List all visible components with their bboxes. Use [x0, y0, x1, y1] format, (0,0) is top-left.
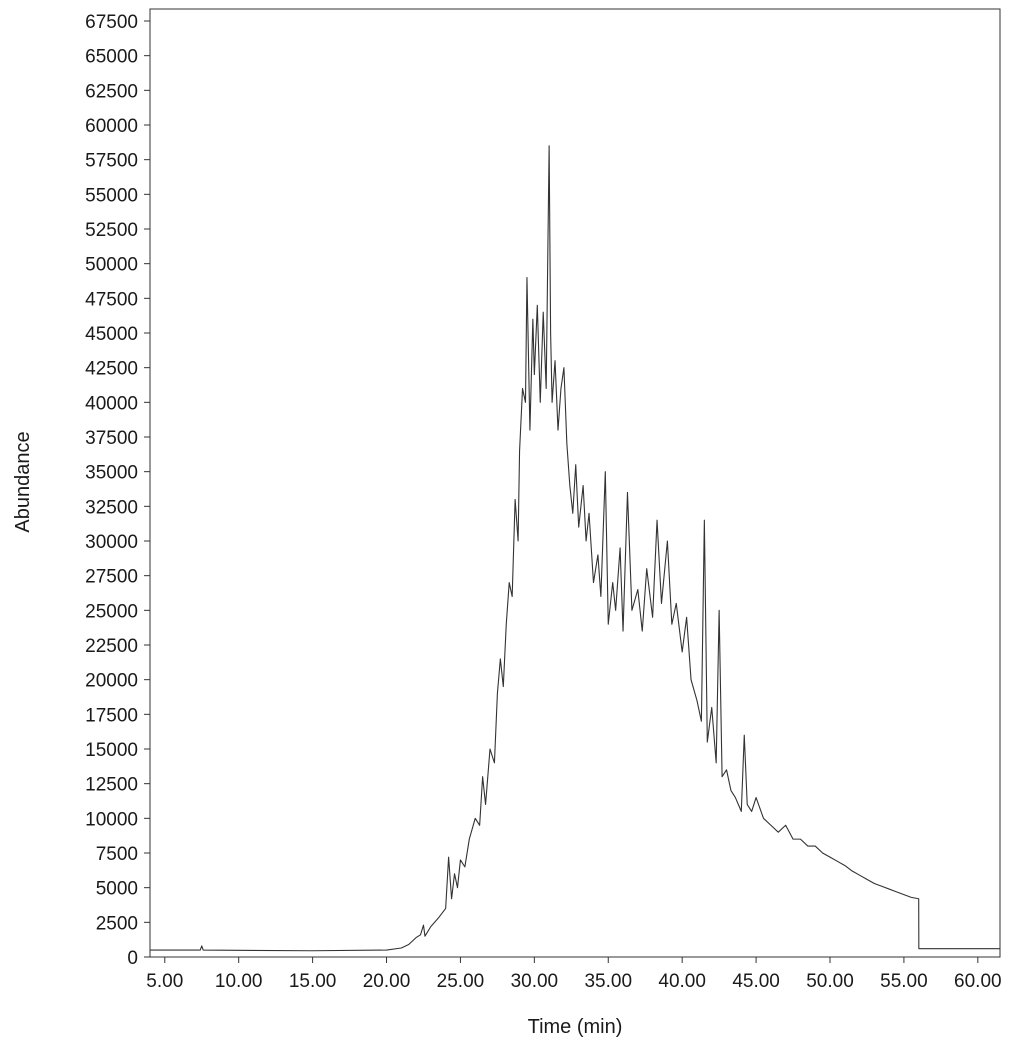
y-tick-label: 2500 [96, 913, 138, 934]
x-tick-label: 30.00 [511, 971, 559, 992]
y-tick-label: 42500 [85, 359, 138, 380]
x-tick-label: 60.00 [954, 971, 1002, 992]
y-tick-label: 0 [127, 948, 138, 969]
y-tick-label: 12500 [85, 775, 138, 796]
y-tick-label: 30000 [85, 532, 138, 553]
y-tick-label: 60000 [85, 116, 138, 137]
y-tick-label: 22500 [85, 636, 138, 657]
x-tick-label: 10.00 [215, 971, 263, 992]
y-tick-label: 7500 [96, 844, 138, 865]
y-tick-label: 45000 [85, 324, 138, 345]
y-tick-label: 52500 [85, 220, 138, 241]
y-tick-label: 37500 [85, 428, 138, 449]
y-tick-label: 17500 [85, 705, 138, 726]
y-tick-label: 10000 [85, 809, 138, 830]
x-axis: 5.00 10.00 15.00 20.00 25.00 30.00 35.00 40.00 4… [146, 957, 1002, 992]
y-tick-label: 47500 [85, 289, 138, 310]
y-tick-label: 57500 [85, 151, 138, 172]
x-tick-label: 35.00 [584, 971, 632, 992]
y-tick-label: 27500 [85, 567, 138, 588]
y-tick-label: 32500 [85, 497, 138, 518]
x-tick-label: 20.00 [363, 971, 411, 992]
x-tick-label: 40.00 [658, 971, 706, 992]
x-tick-label: 55.00 [880, 971, 928, 992]
y-tick-label: 40000 [85, 393, 138, 414]
x-axis-title: Time (min) [528, 1016, 623, 1038]
y-tick-label: 50000 [85, 255, 138, 276]
x-tick-label: 15.00 [289, 971, 337, 992]
y-tick-label: 65000 [85, 47, 138, 68]
y-tick-label: 62500 [85, 81, 138, 102]
y-tick-label: 67500 [85, 12, 138, 33]
x-tick-label: 50.00 [806, 971, 854, 992]
y-tick-label: 55000 [85, 185, 138, 206]
y-tick-label: 25000 [85, 601, 138, 622]
plot-frame [149, 8, 1001, 958]
y-axis: 0 2500 5000 7500 10000 12500 15000 17500 20000 22… [85, 12, 150, 969]
y-tick-label: 15000 [85, 740, 138, 761]
y-tick-label: 20000 [85, 671, 138, 692]
x-tick-label: 5.00 [146, 971, 183, 992]
y-tick-label: 5000 [96, 879, 138, 900]
x-tick-label: 45.00 [732, 971, 780, 992]
x-tick-label: 25.00 [437, 971, 485, 992]
abundance-trace-line [150, 145, 1000, 952]
y-tick-label: 35000 [85, 463, 138, 484]
y-axis-title: Abundance [12, 431, 34, 532]
